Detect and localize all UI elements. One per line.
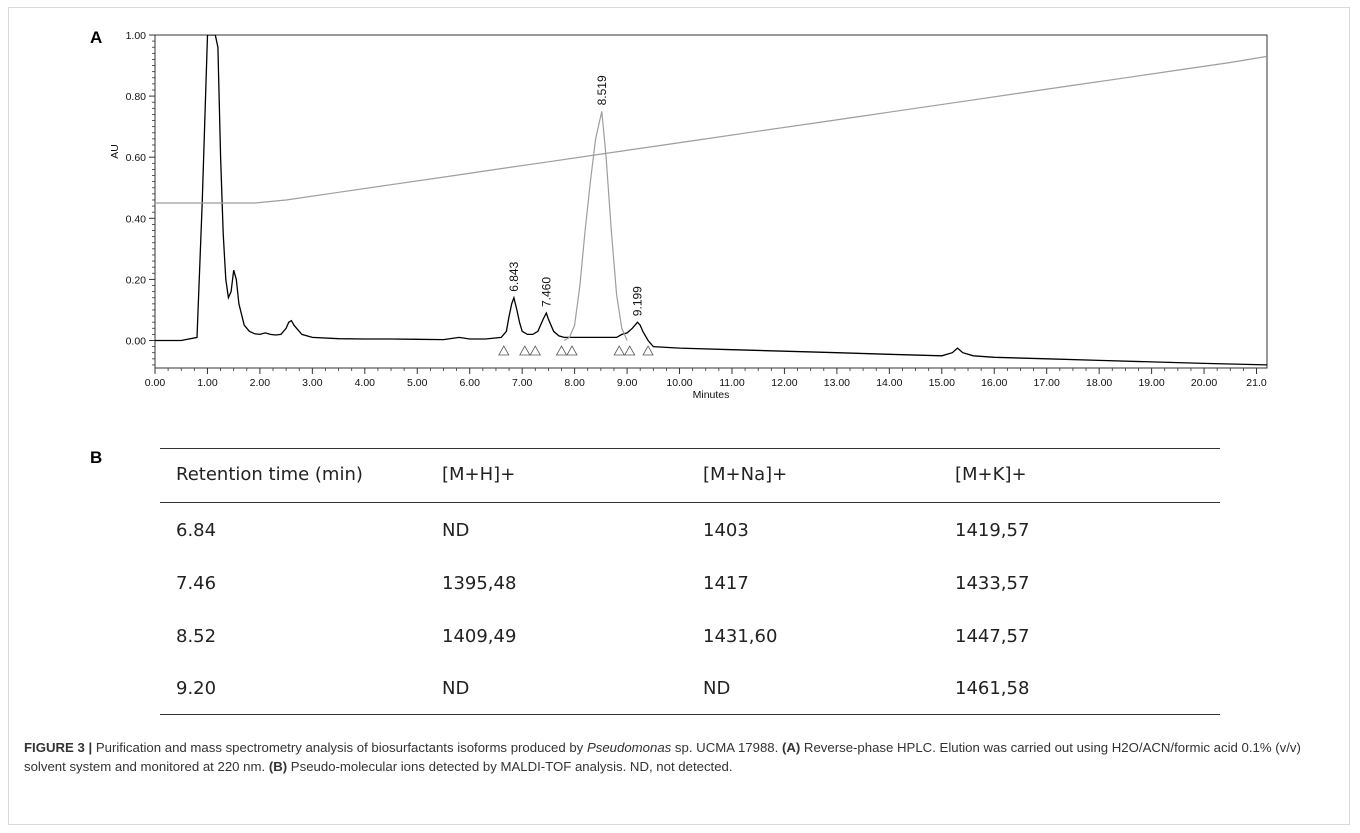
y-axis-label: AU	[109, 144, 121, 159]
integration-marker	[555, 345, 568, 356]
peak-label: 7.460	[539, 277, 553, 307]
table-cell: 1431,60	[703, 626, 778, 647]
table-cell: ND	[442, 678, 470, 699]
x-tick-label: 19.00	[1138, 377, 1164, 389]
table-cell: 1419,57	[955, 520, 1030, 541]
hplc-chromatogram: 0.00 1.00 2.00 3.00 4.00 5.00 6.00 7.00 8.00 9.00…	[109, 30, 1268, 401]
table-cell: ND	[703, 678, 731, 699]
x-tick-label: 4.00	[355, 377, 376, 389]
x-axis-label: Minutes	[693, 389, 730, 401]
peak-label: 8.519	[595, 75, 609, 105]
table-header-cell: [M+H]+	[442, 464, 516, 485]
y-tick-label: 1.00	[126, 30, 147, 42]
table-header-cell: [M+K]+	[955, 464, 1027, 485]
table-cell: 7.46	[176, 573, 217, 594]
table-cell: 1461,58	[955, 678, 1030, 699]
chart-series	[155, 35, 1267, 366]
table-cell: 1447,57	[955, 626, 1030, 647]
y-tick-label: 0.20	[126, 274, 147, 286]
x-tick-label: 3.00	[302, 377, 323, 389]
table-bottom-rule	[160, 714, 1220, 715]
figure-frame	[8, 7, 1350, 825]
x-tick-label: 7.00	[512, 377, 533, 389]
x-tick-label: 15.00	[929, 377, 955, 389]
x-tick-label: 0.00	[145, 377, 166, 389]
x-tick-label: 14.00	[876, 377, 902, 389]
x-tick-label: 21.0	[1246, 377, 1267, 389]
table-top-rule	[160, 448, 1220, 449]
table-cell: ND	[442, 520, 470, 541]
x-tick-label: 8.00	[564, 377, 585, 389]
panel-a-label: A	[90, 28, 103, 47]
chart-annotations: 6.843 7.460 8.519 9.199	[498, 75, 654, 356]
integration-marker	[498, 345, 510, 356]
y-tick-label: 0.60	[126, 152, 147, 164]
caption-text: Reverse-phase HPLC. Elution was carried …	[24, 740, 1301, 774]
table-cell: 1417	[703, 573, 749, 594]
caption-text: Purification and mass spectrometry analy…	[92, 740, 587, 755]
table-cell: 8.52	[176, 626, 217, 647]
caption-text: Pseudo-molecular ions detected by MALDI-…	[287, 759, 733, 774]
x-tick-label: 13.00	[824, 377, 850, 389]
series-main-peak	[563, 111, 628, 342]
series-gradient	[155, 55, 1267, 204]
caption-a-label: (A)	[781, 740, 801, 755]
peak-label: 6.843	[507, 261, 521, 291]
caption-text: sp. UCMA 17988.	[671, 740, 782, 755]
table-cell: 9.20	[176, 678, 217, 699]
integration-marker	[519, 345, 531, 356]
integration-marker	[566, 345, 578, 356]
x-tick-label: 1.00	[197, 377, 218, 389]
x-tick-label: 10.00	[666, 377, 692, 389]
table-cell: 1395,48	[442, 573, 517, 594]
chart-axes: 0.00 1.00 2.00 3.00 4.00 5.00 6.00 7.00 8.00 9.00…	[109, 30, 1268, 401]
y-tick-label: 0.00	[126, 336, 147, 348]
x-tick-label: 6.00	[459, 377, 480, 389]
table-header-rule	[160, 502, 1220, 503]
caption-label: FIGURE 3 |	[24, 740, 93, 755]
x-tick-label: 2.00	[250, 377, 271, 389]
table-cell: 1409,49	[442, 626, 517, 647]
table-header-cell: [M+Na]+	[703, 464, 788, 485]
x-tick-label: 9.00	[617, 377, 638, 389]
x-tick-label: 20.00	[1191, 377, 1217, 389]
table-cell: 6.84	[176, 520, 217, 541]
x-tick-label: 17.00	[1034, 377, 1060, 389]
table-cell: 1433,57	[955, 573, 1030, 594]
integration-marker	[613, 345, 625, 356]
x-tick-label: 12.00	[771, 377, 797, 389]
caption-italic: Pseudomonas	[586, 740, 672, 755]
y-tick-label: 0.80	[126, 91, 147, 103]
table-header-cell: Retention time (min)	[176, 464, 363, 485]
peak-label: 9.199	[631, 286, 645, 316]
integration-marker	[529, 345, 541, 356]
integration-marker	[624, 345, 636, 356]
series-chromatogram	[155, 35, 1267, 366]
x-tick-label: 5.00	[407, 377, 428, 389]
caption-b-label: (B)	[268, 759, 288, 774]
y-tick-label: 0.40	[126, 213, 147, 225]
x-tick-label: 16.00	[981, 377, 1007, 389]
x-tick-label: 18.00	[1086, 377, 1112, 389]
figure-caption: FIGURE 3 | Purification and mass spectro…	[24, 738, 1336, 776]
integration-marker	[642, 345, 654, 356]
x-tick-label: 11.00	[719, 377, 745, 389]
plot-frame	[154, 34, 1268, 369]
table-cell: 1403	[703, 520, 749, 541]
panel-b-label: B	[90, 448, 103, 467]
